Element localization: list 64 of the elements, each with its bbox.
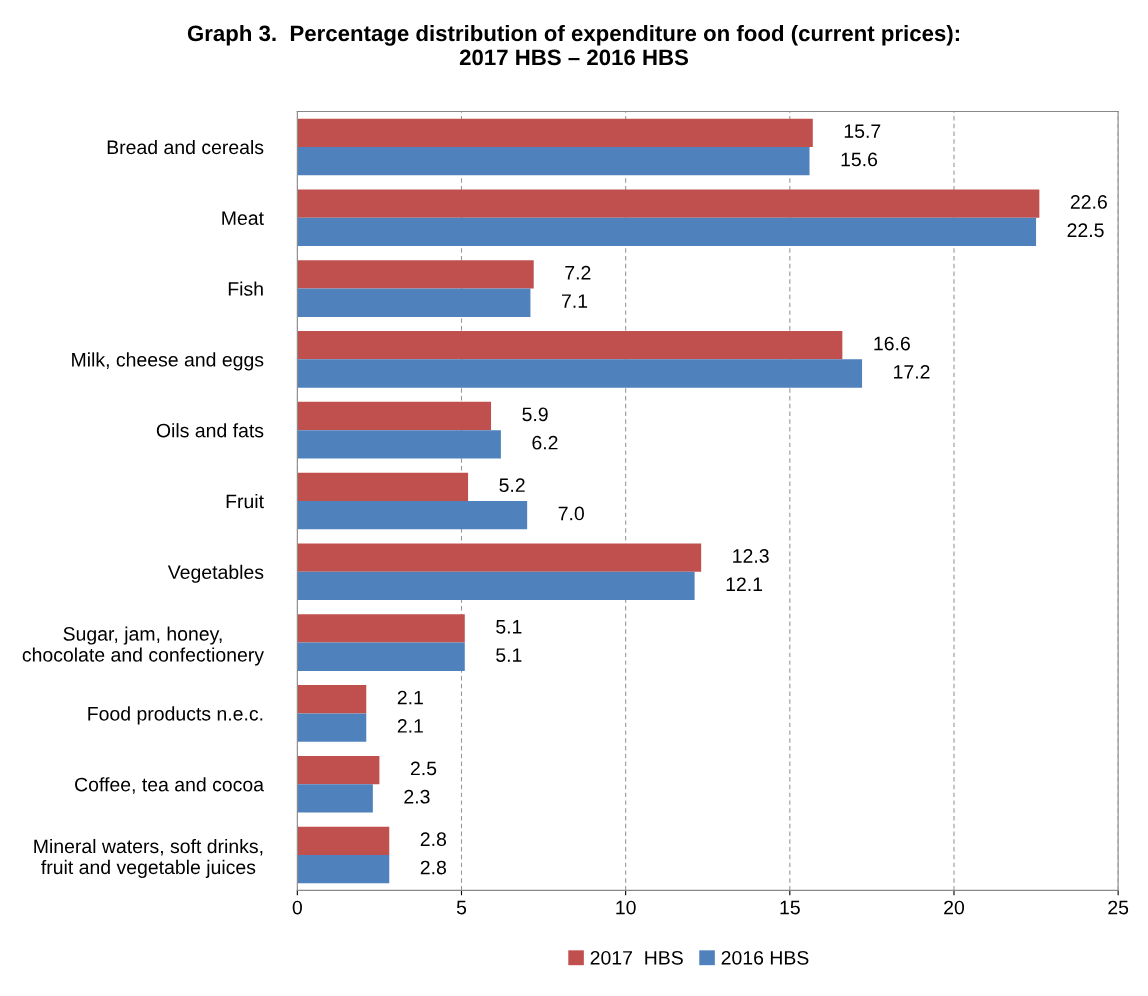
data-label: 2.3 — [404, 789, 430, 804]
bar — [297, 288, 531, 317]
data-label: 5.1 — [496, 620, 522, 634]
bar — [297, 826, 390, 856]
x-tick-label: 15 — [780, 900, 800, 915]
bar — [297, 217, 1037, 247]
x-tick-label: 5 — [456, 900, 467, 915]
x-tick-label: 20 — [944, 900, 965, 915]
data-label: 22.6 — [1070, 195, 1107, 209]
bar — [297, 118, 813, 147]
data-label: 5.9 — [522, 407, 548, 422]
bar — [297, 614, 465, 643]
data-label: 7.1 — [562, 294, 588, 308]
y-tick-label: Meat — [222, 211, 264, 225]
bar — [297, 642, 465, 671]
y-tick-label: Fish — [228, 281, 263, 296]
data-label: 12.3 — [733, 549, 769, 563]
y-tick-label: Mineral waters, soft drinks, fruit and vegetable juices — [34, 838, 263, 878]
data-label: 7.2 — [565, 265, 591, 280]
bar — [297, 500, 528, 530]
data-label: 2.1 — [397, 690, 423, 705]
data-label: 15.7 — [844, 124, 881, 139]
bar — [297, 571, 695, 601]
bar — [297, 543, 702, 572]
data-label: 7.0 — [558, 506, 584, 521]
legend-label: 2016 HBS — [721, 950, 809, 965]
y-tick-label: Oils and fats — [156, 423, 264, 438]
data-label: 2.8 — [420, 832, 446, 847]
data-label: 2.5 — [410, 761, 437, 776]
y-tick-label: Coffee, tea and cocoa — [75, 777, 265, 794]
bar — [297, 260, 534, 289]
chart-title: Graph 3. Percentage distribution of expenditure on food (current prices): 2017 HBS – 2016 HBS — [187, 24, 959, 66]
y-tick-label: Bread and cereals — [107, 139, 264, 155]
x-tick-label: 10 — [616, 900, 636, 915]
y-tick-label: Milk, cheese and eggs — [72, 352, 264, 371]
bar — [297, 685, 367, 714]
y-tick-label: Sugar, jam, honey, chocolate and confectionery — [22, 626, 264, 666]
bar — [297, 401, 492, 431]
y-tick-label: Vegetables — [167, 564, 264, 583]
data-label: 15.6 — [841, 152, 878, 167]
bar — [297, 189, 1040, 218]
bar — [297, 755, 380, 785]
bar — [297, 359, 863, 388]
bar — [297, 472, 469, 501]
data-label: 5.1 — [496, 648, 522, 662]
data-label: 12.1 — [726, 577, 763, 591]
bar — [297, 855, 390, 884]
data-label: 5.2 — [499, 478, 525, 493]
bar — [297, 430, 501, 459]
data-label: 6.2 — [532, 435, 558, 450]
bar — [297, 713, 367, 742]
bar — [297, 331, 843, 360]
legend-label: 2017 HBS — [590, 950, 683, 965]
data-label: 17.2 — [894, 364, 930, 379]
data-label: 2.1 — [397, 719, 423, 733]
x-tick-label: 0 — [292, 900, 302, 915]
data-label: 16.6 — [874, 336, 910, 351]
y-tick-label: Fruit — [226, 493, 264, 509]
x-tick-label: 25 — [1108, 900, 1129, 915]
bar — [297, 146, 810, 176]
data-label: 22.5 — [1067, 223, 1104, 238]
bar — [297, 784, 373, 813]
y-tick-label: Food products n.e.c. — [88, 706, 263, 725]
data-label: 2.8 — [420, 860, 446, 875]
